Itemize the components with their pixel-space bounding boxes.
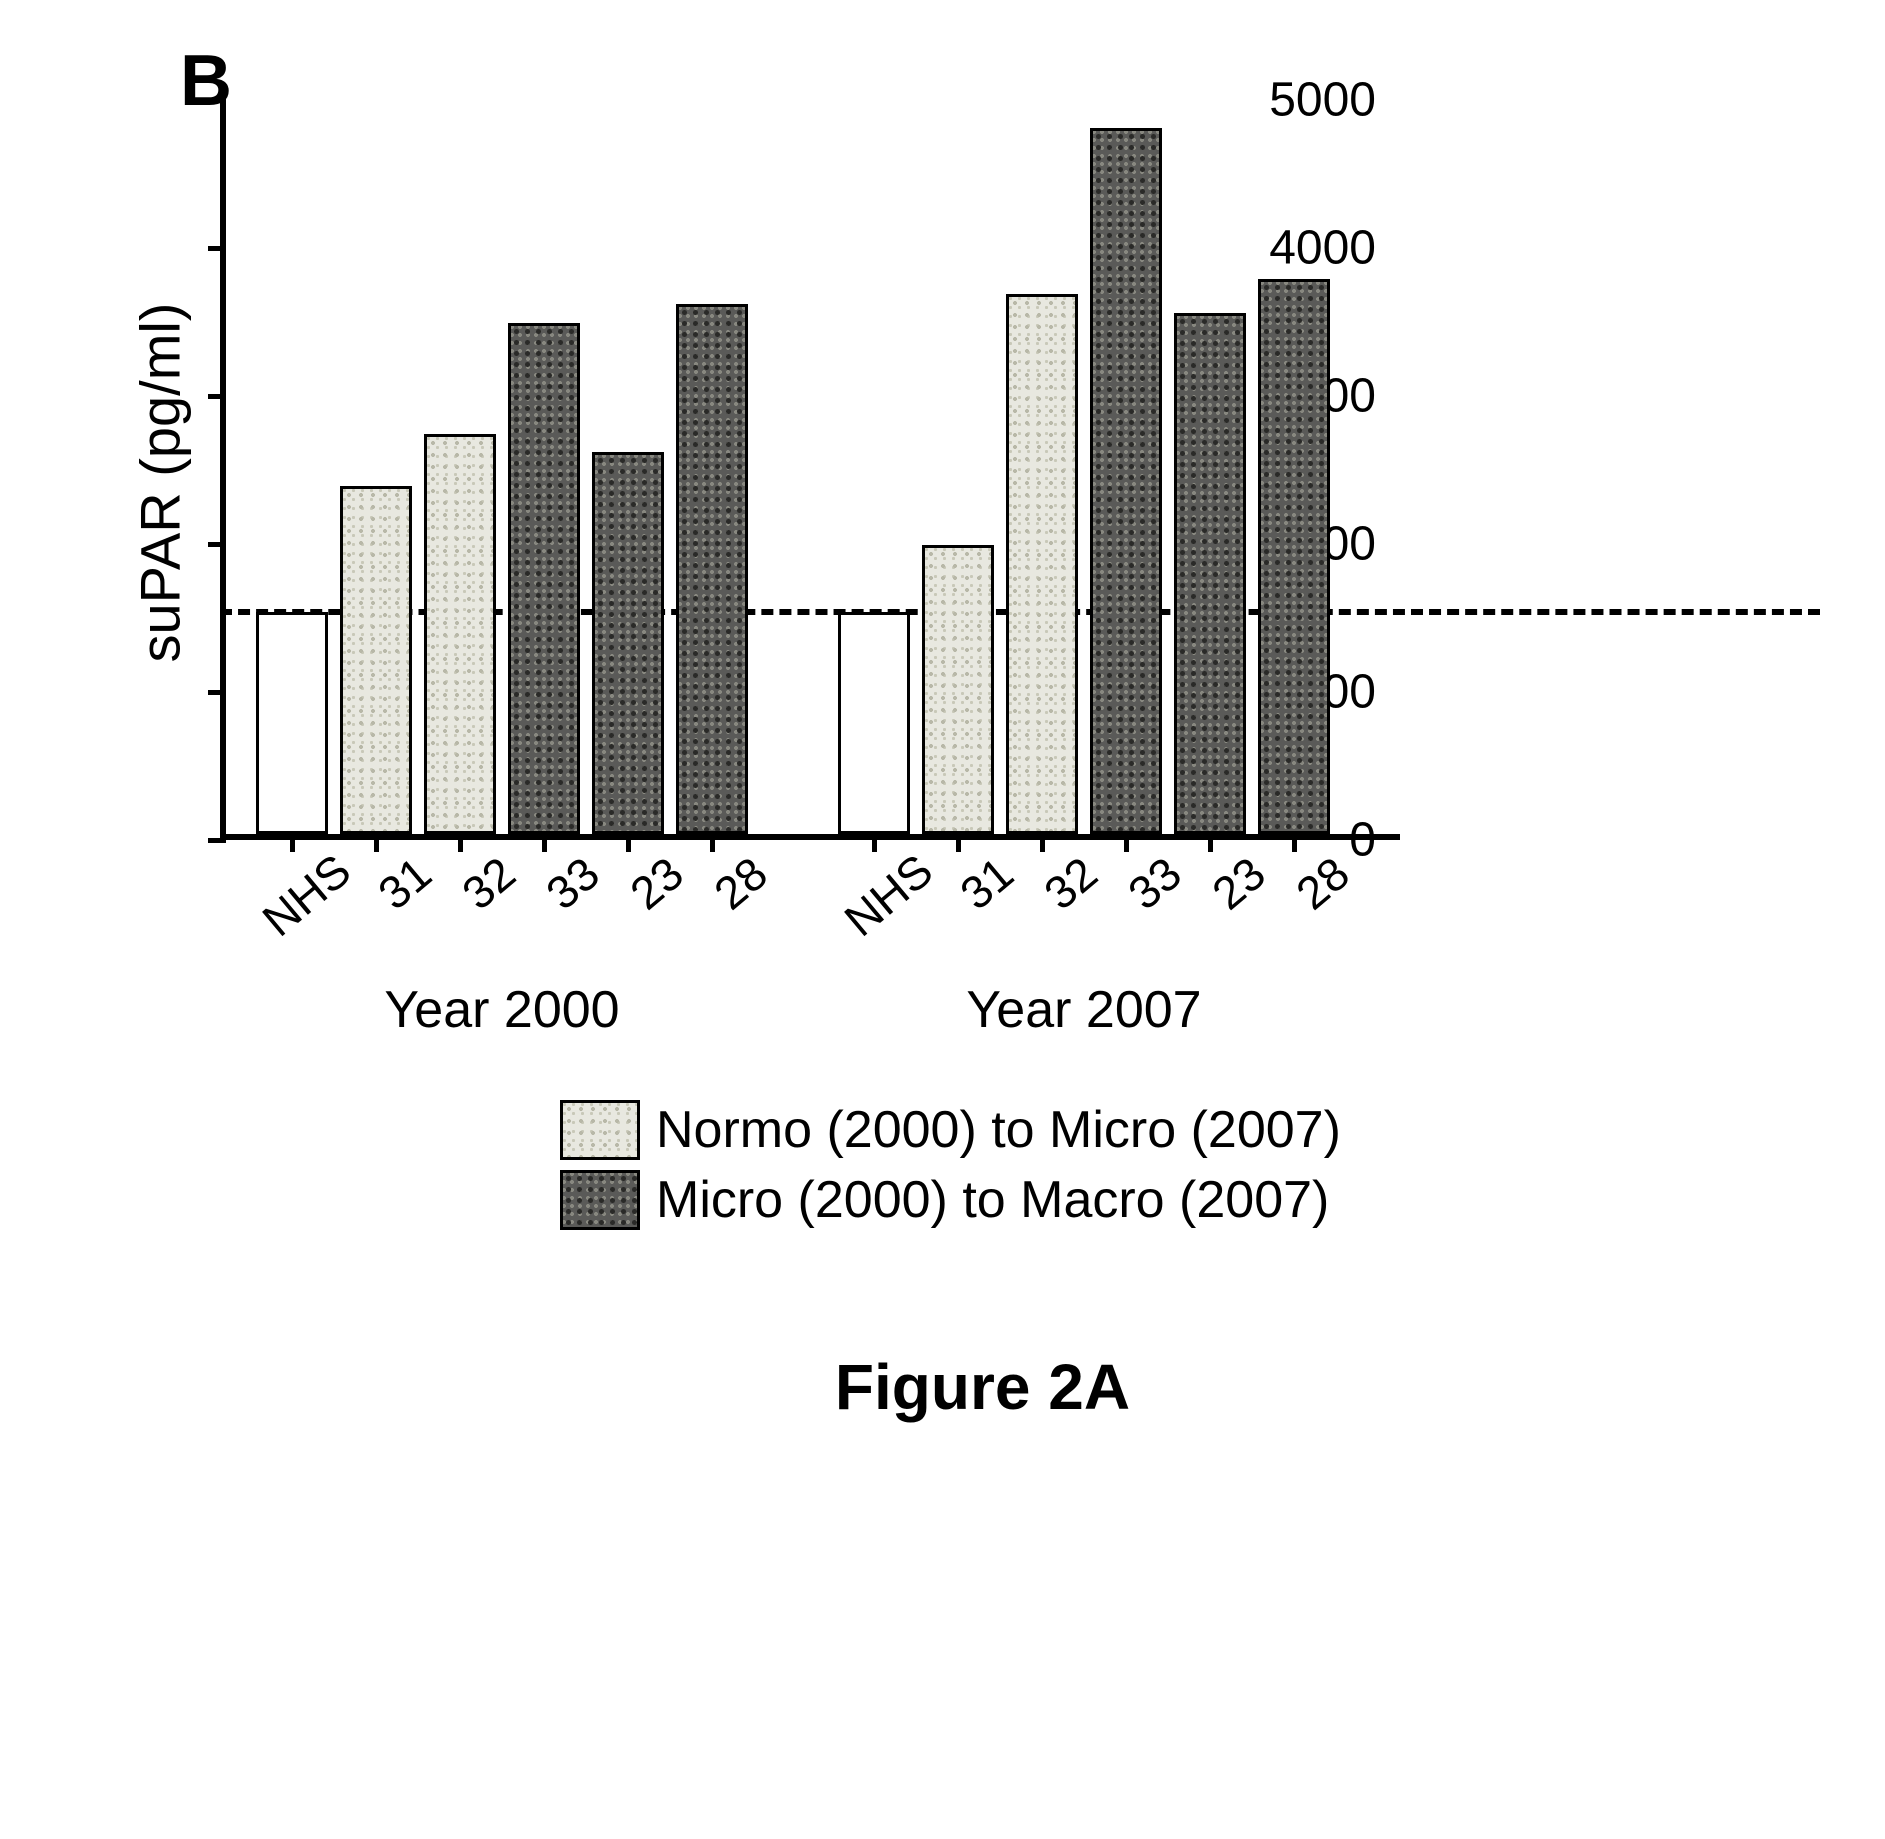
group-label: Year 2007	[966, 980, 1201, 1040]
x-tick-label: NHS	[834, 843, 943, 947]
x-tick-label: 32	[1034, 846, 1108, 920]
bar	[1174, 313, 1246, 834]
x-tick	[956, 834, 961, 852]
figure-caption: Figure 2A	[120, 1350, 1845, 1424]
bar	[1006, 294, 1078, 834]
bar	[1090, 128, 1162, 834]
legend: Normo (2000) to Micro (2007) Micro (2000)…	[560, 1100, 1845, 1230]
legend-label: Micro (2000) to Macro (2007)	[656, 1170, 1329, 1230]
legend-swatch	[560, 1100, 640, 1160]
x-tick	[290, 834, 295, 852]
x-tick-label: 31	[368, 846, 442, 920]
bar-chart: suPAR (pg/ml) 010002000300040005000NHS31…	[220, 100, 1845, 840]
x-tick	[374, 834, 379, 852]
y-tick	[208, 542, 226, 547]
x-tick	[1040, 834, 1045, 852]
y-tick	[208, 98, 226, 103]
bar	[424, 434, 496, 834]
legend-label: Normo (2000) to Micro (2007)	[656, 1100, 1341, 1160]
x-tick	[1292, 834, 1297, 852]
x-tick-label: 32	[452, 846, 526, 920]
legend-swatch	[560, 1170, 640, 1230]
x-tick-label: 33	[536, 846, 610, 920]
x-tick	[458, 834, 463, 852]
bar	[256, 612, 328, 834]
x-tick-label: NHS	[252, 843, 361, 947]
x-tick	[1124, 834, 1129, 852]
bar	[922, 545, 994, 834]
bar	[508, 323, 580, 834]
x-tick-label: 23	[620, 846, 694, 920]
x-tick-label: 23	[1202, 846, 1276, 920]
y-tick-label: 4000	[1269, 221, 1376, 276]
x-tick-label: 31	[950, 846, 1024, 920]
x-tick-label: 28	[704, 846, 778, 920]
y-tick	[208, 838, 226, 843]
chart-container: B suPAR (pg/ml) 010002000300040005000NHS…	[220, 100, 1845, 1424]
x-tick	[1208, 834, 1213, 852]
y-tick-label: 0	[1349, 813, 1376, 868]
y-tick	[208, 246, 226, 251]
legend-item: Micro (2000) to Macro (2007)	[560, 1170, 1845, 1230]
x-tick	[542, 834, 547, 852]
y-axis-label: suPAR (pg/ml)	[127, 303, 192, 663]
group-label: Year 2000	[384, 980, 619, 1040]
legend-item: Normo (2000) to Micro (2007)	[560, 1100, 1845, 1160]
bar	[676, 304, 748, 834]
bar	[592, 452, 664, 834]
plot-area: 010002000300040005000NHS3132332328NHS313…	[220, 100, 1400, 840]
y-tick	[208, 690, 226, 695]
x-tick	[626, 834, 631, 852]
y-tick-label: 5000	[1269, 73, 1376, 128]
bar	[1258, 279, 1330, 834]
x-tick	[872, 834, 877, 852]
bar	[838, 612, 910, 834]
x-tick	[710, 834, 715, 852]
y-tick	[208, 394, 226, 399]
bar	[340, 486, 412, 834]
x-tick-label: 33	[1118, 846, 1192, 920]
